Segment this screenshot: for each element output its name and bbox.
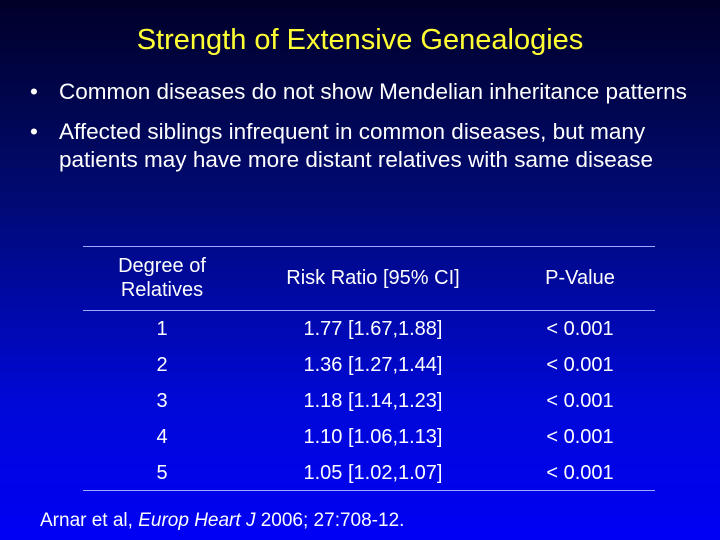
cell-risk-ratio: 1.77 [1.67,1.88] <box>303 318 443 340</box>
cell-degree: 1 <box>156 318 168 340</box>
cell-p-value: < 0.001 <box>546 318 614 340</box>
table-header: Degree of Relatives Risk Ratio [95% CI] … <box>83 254 655 304</box>
citation: Arnar et al, Europ Heart J 2006; 27:708-… <box>40 510 404 532</box>
cell-risk-ratio: 1.18 [1.14,1.23] <box>303 390 443 412</box>
bullet-text: Common diseases do not show Mendelian in… <box>59 79 687 104</box>
bullet-icon: • <box>30 119 38 144</box>
table-top-rule <box>83 246 655 247</box>
cell-p-value: < 0.001 <box>546 354 614 376</box>
bullet-item: • Affected siblings infrequent in common … <box>30 118 690 174</box>
header-degree: Degree of Relatives <box>118 255 206 301</box>
citation-authors: Arnar et al, <box>40 510 139 531</box>
table-row: 3 1.18 [1.14,1.23] < 0.001 <box>83 390 655 420</box>
table-row: 2 1.36 [1.27,1.44] < 0.001 <box>83 354 655 384</box>
table-row: 5 1.05 [1.02,1.07] < 0.001 <box>83 462 655 492</box>
header-p-value: P-Value <box>545 267 615 289</box>
bullet-list: • Common diseases do not show Mendelian i… <box>30 78 690 186</box>
table-row: 1 1.77 [1.67,1.88] < 0.001 <box>83 318 655 348</box>
cell-degree: 2 <box>156 354 168 376</box>
table-header-rule <box>83 310 655 311</box>
slide-title: Strength of Extensive Genealogies <box>136 24 584 56</box>
cell-degree: 5 <box>156 462 168 484</box>
cell-p-value: < 0.001 <box>546 426 614 448</box>
cell-degree: 4 <box>156 426 168 448</box>
bullet-text: Affected siblings infrequent in common d… <box>59 119 654 172</box>
cell-risk-ratio: 1.10 [1.06,1.13] <box>303 426 443 448</box>
bullet-item: • Common diseases do not show Mendelian i… <box>30 78 690 106</box>
table-row: 4 1.10 [1.06,1.13] < 0.001 <box>83 426 655 456</box>
cell-risk-ratio: 1.05 [1.02,1.07] <box>303 462 443 484</box>
cell-degree: 3 <box>156 390 168 412</box>
cell-p-value: < 0.001 <box>546 462 614 484</box>
cell-risk-ratio: 1.36 [1.27,1.44] <box>303 354 443 376</box>
table-bottom-rule <box>83 490 655 491</box>
bullet-icon: • <box>30 79 38 104</box>
header-risk-ratio: Risk Ratio [95% CI] <box>286 267 460 289</box>
citation-details: 2006; 27:708-12. <box>255 510 405 531</box>
citation-journal: Europ Heart J <box>138 510 256 531</box>
cell-p-value: < 0.001 <box>546 390 614 412</box>
